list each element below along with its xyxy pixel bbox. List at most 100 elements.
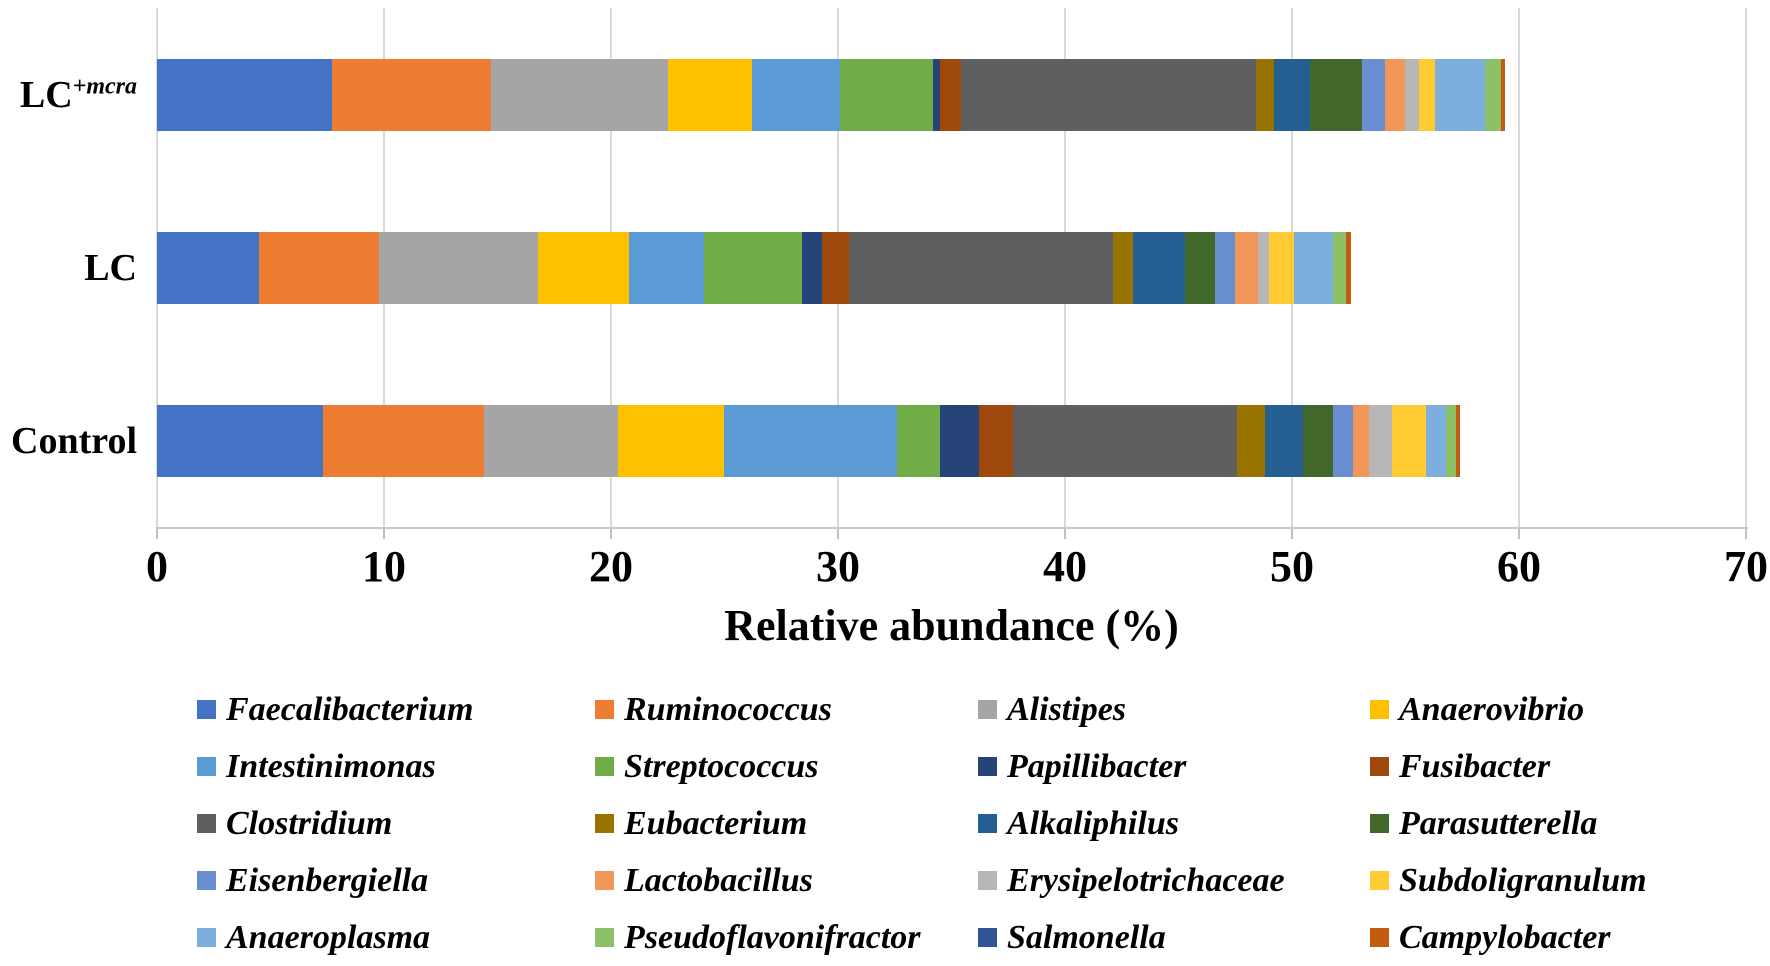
bar-segment-Anaerovibrio-Control [617, 405, 725, 477]
legend-label-Papillibacter: Papillibacter [1007, 747, 1187, 785]
bar-segment-Eisenbergiella-Control [1332, 405, 1354, 477]
legend-label-Clostridium: Clostridium [226, 804, 393, 842]
legend-swatch-icon-Streptococcus [595, 757, 614, 776]
bar-segment-Eubacterium-LC+mcra [1255, 59, 1274, 131]
bar-row-LC [157, 232, 1351, 304]
legend-label-Lactobacillus: Lactobacillus [624, 861, 813, 899]
bar-segment-Subdoligranulum-LC [1269, 232, 1295, 304]
legend-label-Salmonella: Salmonella [1007, 918, 1166, 956]
bar-segment-Subdoligranulum-Control [1391, 405, 1426, 477]
bar-segment-Clostridium-LC+mcra [960, 59, 1256, 131]
gridline-70 [1745, 8, 1747, 527]
x-axis-line [156, 527, 1748, 529]
x-tick-label-60: 60 [1497, 542, 1541, 591]
bar-segment-Lactobacillus-Control [1353, 405, 1370, 477]
tick-mark-10 [383, 527, 385, 539]
bar-segment-Campylobacter-Control [1456, 405, 1460, 477]
tick-mark-0 [156, 527, 158, 539]
bar-segment-Intestinimonas-LC [629, 232, 705, 304]
bar-segment-Eisenbergiella-LC [1214, 232, 1236, 304]
x-axis-title: Relative abundance (%) [724, 601, 1179, 650]
bar-segment-Clostridium-LC [849, 232, 1113, 304]
legend-item-Anaerovibrio: Anaerovibrio [1370, 691, 1647, 729]
legend-item-Faecalibacterium: Faecalibacterium [197, 691, 595, 729]
bar-segment-Lactobacillus-LC+mcra [1384, 59, 1406, 131]
x-tick-label-20: 20 [589, 542, 633, 591]
bar-segment-Pseudoflavonifractor-LC+mcra [1484, 59, 1501, 131]
bar-segment-Ruminococcus-LC [259, 232, 380, 304]
bar-segment-Lactobacillus-LC [1235, 232, 1258, 304]
bar-segment-Erysipelotrichaceae-LC+mcra [1405, 59, 1419, 131]
bar-segment-Clostridium-Control [1012, 405, 1238, 477]
bar-segment-Alistipes-Control [483, 405, 618, 477]
legend-item-Pseudoflavonifractor: Pseudoflavonifractor [595, 919, 978, 957]
bar-segment-Pseudoflavonifractor-LC [1332, 232, 1347, 304]
bar-segment-Pseudoflavonifractor-Control [1446, 405, 1457, 477]
bar-segment-Anaeroplasma-Control [1425, 405, 1447, 477]
legend-swatch-icon-Lactobacillus [595, 871, 614, 890]
bar-segment-Alkaliphilus-LC+mcra [1273, 59, 1311, 131]
legend-item-Erysipelotrichaceae: Erysipelotrichaceae [978, 862, 1370, 900]
x-tick-label-50: 50 [1270, 542, 1314, 591]
tick-mark-50 [1291, 527, 1293, 539]
legend-item-Eubacterium: Eubacterium [595, 805, 978, 843]
bar-segment-Eisenbergiella-LC+mcra [1362, 59, 1385, 131]
legend-swatch-icon-Papillibacter [978, 757, 997, 776]
legend-item-Clostridium: Clostridium [197, 805, 595, 843]
legend-label-Anaerovibrio: Anaerovibrio [1399, 690, 1585, 728]
x-tick-label-30: 30 [816, 542, 860, 591]
legend-label-Ruminococcus: Ruminococcus [624, 690, 832, 728]
bar-segment-Parasutterella-Control [1303, 405, 1333, 477]
tick-mark-70 [1745, 527, 1747, 539]
legend-label-Streptococcus: Streptococcus [624, 747, 819, 785]
legend-item-Lactobacillus: Lactobacillus [595, 862, 978, 900]
legend-swatch-icon-Parasutterella [1370, 814, 1389, 833]
legend-label-Alistipes: Alistipes [1007, 690, 1127, 728]
legend-item-Fusibacter: Fusibacter [1370, 748, 1647, 786]
bar-segment-Papillibacter-LC+mcra [933, 59, 941, 131]
bar-segment-Eubacterium-LC [1112, 232, 1134, 304]
legend: Faecalibacterium Ruminococcus Alistipes Ana… [197, 681, 1647, 966]
bar-segment-Streptococcus-LC [704, 232, 802, 304]
legend-swatch-icon-Campylobacter [1370, 928, 1389, 947]
tick-mark-20 [610, 527, 612, 539]
bar-segment-Anaerovibrio-LC [538, 232, 630, 304]
legend-swatch-icon-Fusibacter [1370, 757, 1389, 776]
legend-label-Alkaliphilus: Alkaliphilus [1007, 804, 1179, 842]
legend-swatch-icon-Ruminococcus [595, 700, 614, 719]
legend-label-Subdoligranulum: Subdoligranulum [1399, 861, 1647, 899]
bar-segment-Ruminococcus-LC+mcra [331, 59, 491, 131]
bar-segment-Campylobacter-LC+mcra [1500, 59, 1506, 131]
bar-segment-Alkaliphilus-Control [1264, 405, 1304, 477]
legend-item-Intestinimonas: Intestinimonas [197, 748, 595, 786]
bar-segment-Ruminococcus-Control [322, 405, 484, 477]
bar-segment-Alkaliphilus-LC [1133, 232, 1186, 304]
legend-item-Salmonella: Salmonella [978, 919, 1370, 957]
legend-item-Ruminococcus: Ruminococcus [595, 691, 978, 729]
tick-mark-60 [1518, 527, 1520, 539]
legend-label-Intestinimonas: Intestinimonas [226, 747, 436, 785]
bar-segment-Anaeroplasma-LC [1294, 232, 1333, 304]
bar-segment-Campylobacter-LC [1346, 232, 1351, 304]
bar-segment-Papillibacter-LC [801, 232, 823, 304]
legend-item-Parasutterella: Parasutterella [1370, 805, 1647, 843]
legend-item-Campylobacter: Campylobacter [1370, 919, 1647, 957]
legend-swatch-icon-Alkaliphilus [978, 814, 997, 833]
bar-segment-Streptococcus-Control [896, 405, 941, 477]
legend-swatch-icon-Clostridium [197, 814, 216, 833]
legend-item-Subdoligranulum: Subdoligranulum [1370, 862, 1647, 900]
y-axis-label-Control: Control [11, 420, 137, 462]
x-tick-label-10: 10 [362, 542, 406, 591]
legend-swatch-icon-Anaerovibrio [1370, 700, 1389, 719]
bar-segment-Streptococcus-LC+mcra [840, 59, 934, 131]
legend-label-Pseudoflavonifractor: Pseudoflavonifractor [624, 918, 921, 956]
legend-swatch-icon-Salmonella [978, 928, 997, 947]
bar-segment-Anaeroplasma-LC+mcra [1434, 59, 1485, 131]
bar-row-LC+mcra [157, 59, 1506, 131]
bar-segment-Fusibacter-LC+mcra [940, 59, 961, 131]
bar-segment-Parasutterella-LC [1185, 232, 1215, 304]
bar-segment-Subdoligranulum-LC+mcra [1418, 59, 1435, 131]
x-tick-label-70: 70 [1724, 542, 1768, 591]
tick-mark-30 [837, 527, 839, 539]
